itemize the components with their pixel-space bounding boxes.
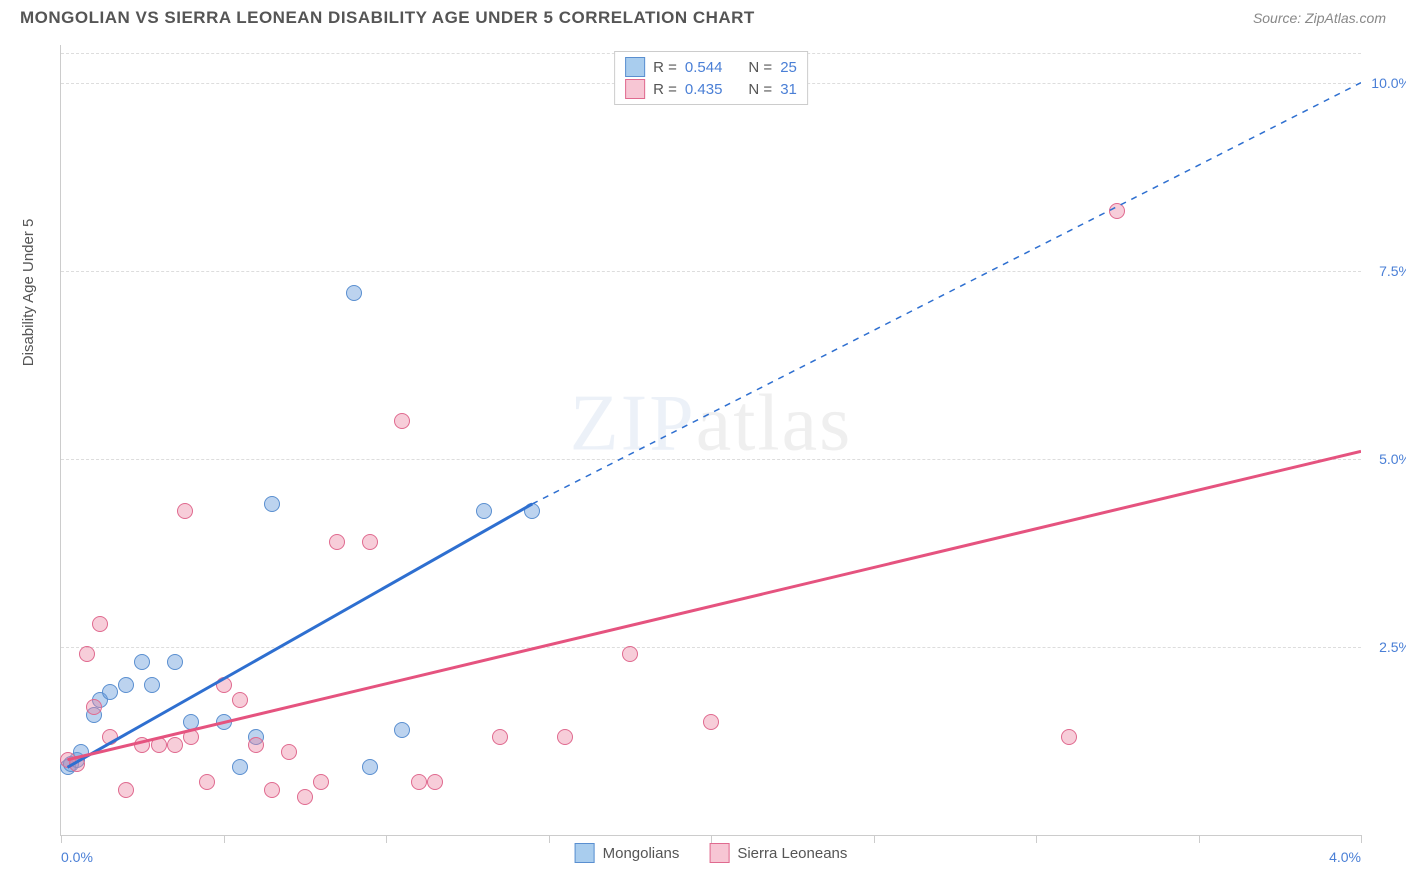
legend-item-sierra-leoneans: Sierra Leoneans [709, 843, 847, 863]
legend-label-sierra-leoneans: Sierra Leoneans [737, 845, 847, 862]
point-sierra-leoneans [199, 774, 215, 790]
point-sierra-leoneans [281, 744, 297, 760]
point-sierra-leoneans [362, 534, 378, 550]
n-value-mongolians: 25 [780, 59, 797, 76]
gridline [61, 647, 1361, 648]
x-tick [549, 835, 550, 843]
y-axis-title: Disability Age Under 5 [20, 219, 37, 367]
point-sierra-leoneans [134, 737, 150, 753]
point-sierra-leoneans [313, 774, 329, 790]
point-mongolians [346, 285, 362, 301]
stats-row-sierra-leoneans: R = 0.435 N = 31 [625, 78, 797, 100]
trend-line [68, 504, 533, 767]
x-tick [386, 835, 387, 843]
watermark-bold: ZIP [570, 380, 696, 468]
point-mongolians [476, 503, 492, 519]
legend-label-mongolians: Mongolians [603, 845, 680, 862]
point-sierra-leoneans [427, 774, 443, 790]
n-value-sierra-leoneans: 31 [780, 81, 797, 98]
y-tick-label: 10.0% [1371, 75, 1406, 91]
x-tick [1036, 835, 1037, 843]
point-mongolians [167, 654, 183, 670]
x-tick [711, 835, 712, 843]
point-sierra-leoneans [167, 737, 183, 753]
x-tick [1199, 835, 1200, 843]
point-mongolians [524, 503, 540, 519]
point-sierra-leoneans [92, 616, 108, 632]
chart-header: MONGOLIAN VS SIERRA LEONEAN DISABILITY A… [0, 0, 1406, 32]
point-sierra-leoneans [248, 737, 264, 753]
x-tick [874, 835, 875, 843]
point-sierra-leoneans [622, 646, 638, 662]
watermark: ZIPatlas [570, 379, 853, 470]
point-sierra-leoneans [297, 789, 313, 805]
x-tick [61, 835, 62, 843]
y-tick-label: 2.5% [1379, 639, 1406, 655]
watermark-thin: atlas [696, 380, 853, 468]
point-sierra-leoneans [183, 729, 199, 745]
stats-row-mongolians: R = 0.544 N = 25 [625, 56, 797, 78]
point-mongolians [118, 677, 134, 693]
point-sierra-leoneans [411, 774, 427, 790]
point-sierra-leoneans [703, 714, 719, 730]
x-tick [1361, 835, 1362, 843]
point-sierra-leoneans [79, 646, 95, 662]
gridline [61, 271, 1361, 272]
trend-line [68, 451, 1362, 759]
chart-plot-area: ZIPatlas 2.5%5.0%7.5%10.0% 0.0% 4.0% R =… [60, 45, 1361, 836]
r-value-mongolians: 0.544 [685, 59, 723, 76]
point-sierra-leoneans [557, 729, 573, 745]
point-sierra-leoneans [177, 503, 193, 519]
stats-legend: R = 0.544 N = 25 R = 0.435 N = 31 [614, 51, 808, 105]
point-sierra-leoneans [329, 534, 345, 550]
y-tick-label: 7.5% [1379, 263, 1406, 279]
legend-item-mongolians: Mongolians [575, 843, 680, 863]
y-tick-label: 5.0% [1379, 451, 1406, 467]
point-mongolians [134, 654, 150, 670]
point-mongolians [264, 496, 280, 512]
legend-swatch-sierra-leoneans [709, 843, 729, 863]
point-sierra-leoneans [102, 729, 118, 745]
swatch-sierra-leoneans [625, 79, 645, 99]
point-sierra-leoneans [492, 729, 508, 745]
point-sierra-leoneans [69, 756, 85, 772]
point-sierra-leoneans [264, 782, 280, 798]
point-sierra-leoneans [1109, 203, 1125, 219]
point-sierra-leoneans [118, 782, 134, 798]
chart-source: Source: ZipAtlas.com [1253, 10, 1386, 26]
point-sierra-leoneans [151, 737, 167, 753]
point-sierra-leoneans [1061, 729, 1077, 745]
point-sierra-leoneans [394, 413, 410, 429]
r-value-sierra-leoneans: 0.435 [685, 81, 723, 98]
swatch-mongolians [625, 57, 645, 77]
point-sierra-leoneans [232, 692, 248, 708]
series-legend: Mongolians Sierra Leoneans [575, 843, 848, 863]
x-axis-max-label: 4.0% [1329, 849, 1361, 865]
x-tick [224, 835, 225, 843]
point-mongolians [394, 722, 410, 738]
point-mongolians [183, 714, 199, 730]
point-sierra-leoneans [216, 677, 232, 693]
point-sierra-leoneans [86, 699, 102, 715]
point-mongolians [216, 714, 232, 730]
x-axis-min-label: 0.0% [61, 849, 93, 865]
point-mongolians [232, 759, 248, 775]
trend-line [532, 83, 1361, 504]
point-mongolians [102, 684, 118, 700]
point-mongolians [362, 759, 378, 775]
gridline [61, 459, 1361, 460]
legend-swatch-mongolians [575, 843, 595, 863]
point-mongolians [144, 677, 160, 693]
chart-title: MONGOLIAN VS SIERRA LEONEAN DISABILITY A… [20, 8, 755, 28]
